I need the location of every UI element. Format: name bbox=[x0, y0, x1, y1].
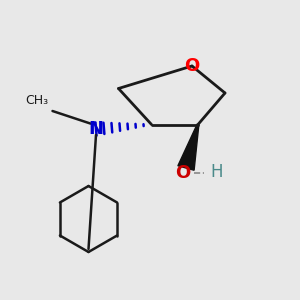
Text: CH₃: CH₃ bbox=[25, 94, 48, 106]
Text: O: O bbox=[184, 57, 200, 75]
Text: H: H bbox=[210, 163, 223, 181]
Text: N: N bbox=[88, 120, 104, 138]
Text: O: O bbox=[176, 164, 190, 181]
Polygon shape bbox=[178, 124, 199, 170]
